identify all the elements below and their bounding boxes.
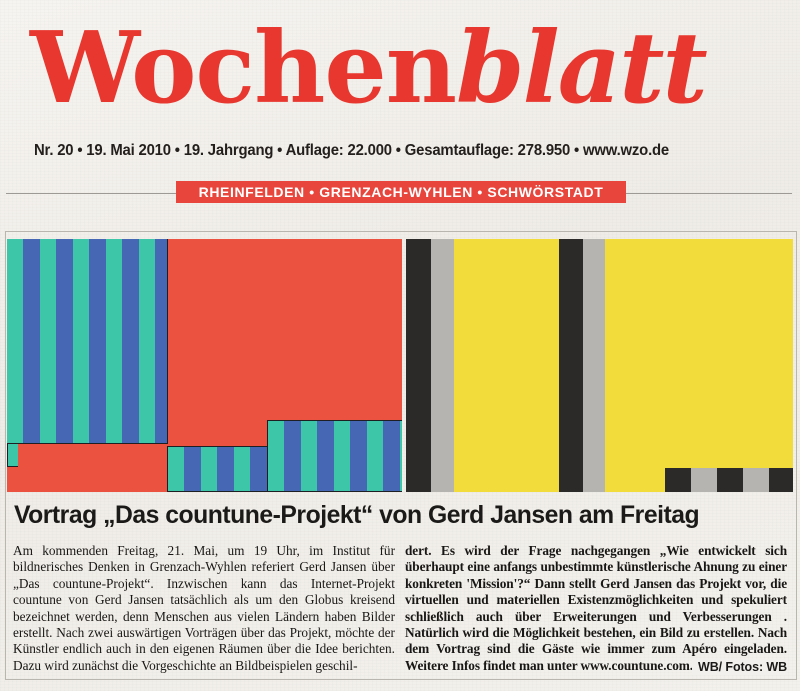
article-column-left-text: Am kommenden Freitag, 21. Mai, um 19 Uhr… (13, 543, 395, 673)
artwork-right-checker-strip (665, 468, 793, 492)
masthead-part-italic: blatt (455, 11, 708, 126)
artwork-right-black-bar-1 (406, 239, 431, 492)
artwork-right-yellow-panel-1 (454, 239, 559, 492)
artwork-right-gray-bar-2 (583, 239, 605, 492)
artwork-left-stripe-block-right (267, 420, 402, 492)
article-body: Am kommenden Freitag, 21. Mai, um 19 Uhr… (13, 543, 787, 676)
issue-info-line: Nr. 20 • 19. Mai 2010 • 19. Jahrgang • A… (34, 142, 669, 159)
masthead-title: Wochenblatt (30, 14, 780, 124)
article-column-right: dert. Es wird der Frage nachgegangen „Wi… (405, 543, 787, 676)
artwork-right-black-bar-2 (559, 239, 583, 492)
artwork-left-red-upper (168, 239, 402, 448)
city-banner: RHEINFELDEN • GRENZACH-WYHLEN • SCHWÖRST… (176, 181, 626, 203)
artwork-photo-right (406, 239, 793, 492)
article-frame (5, 231, 797, 680)
artwork-left-stripe-block-mid (167, 446, 268, 492)
photo-row (7, 239, 793, 492)
article-column-left: Am kommenden Freitag, 21. Mai, um 19 Uhr… (13, 543, 395, 674)
artwork-photo-left (7, 239, 402, 492)
photo-credit: WB/ Fotos: WB (692, 658, 787, 676)
article-headline: Vortrag „Das countune-Projekt“ von Gerd … (14, 501, 700, 529)
artwork-right-yellow-panel-2 (605, 239, 793, 492)
masthead-part-regular: Wochen (30, 11, 457, 126)
city-banner-label: RHEINFELDEN • GRENZACH-WYHLEN • SCHWÖRST… (198, 184, 604, 200)
artwork-left-teal-notch (7, 444, 18, 467)
article-column-right-text: dert. Es wird der Frage nachgegangen „Wi… (405, 543, 787, 673)
artwork-left-red-lower (17, 444, 169, 492)
artwork-left-stripe-block-main (7, 239, 168, 444)
artwork-right-gray-bar-1 (431, 239, 454, 492)
